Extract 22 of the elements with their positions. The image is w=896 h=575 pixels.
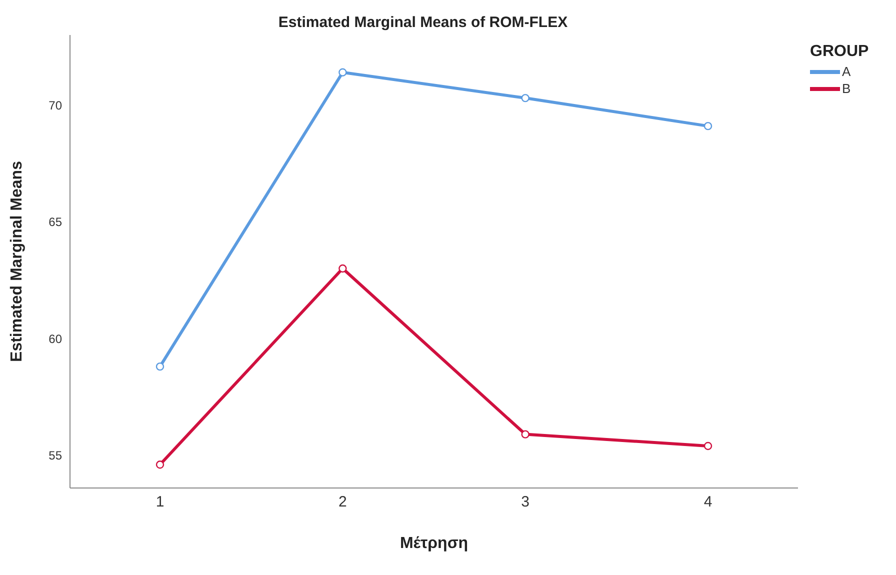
- y-tick-label: 60: [48, 332, 62, 346]
- point: [156, 362, 164, 371]
- point: [704, 442, 712, 450]
- x-tick-label: 2: [338, 494, 347, 511]
- legend-label: A: [842, 64, 851, 79]
- x-tick-label: 3: [521, 494, 530, 511]
- legend-title: GROUP: [810, 43, 870, 61]
- y-tick-label: 70: [48, 98, 62, 112]
- y-axis-title: Estimated Marginal Means: [8, 160, 26, 362]
- chart-title: Estimated Marginal Means of ROM-FLEX: [277, 14, 569, 31]
- x-axis-title: Μέτρηση: [400, 535, 468, 552]
- point: [338, 264, 347, 273]
- x-tick-label: 1: [156, 494, 164, 511]
- y-tick-label: 65: [48, 215, 62, 230]
- point: [704, 122, 712, 130]
- point: [521, 430, 530, 438]
- point: [521, 94, 530, 102]
- point: [156, 460, 164, 469]
- legend-label: B: [842, 81, 851, 96]
- point: [338, 68, 347, 76]
- x-tick-label: 4: [704, 494, 712, 511]
- y-tick-label: 55: [48, 448, 62, 463]
